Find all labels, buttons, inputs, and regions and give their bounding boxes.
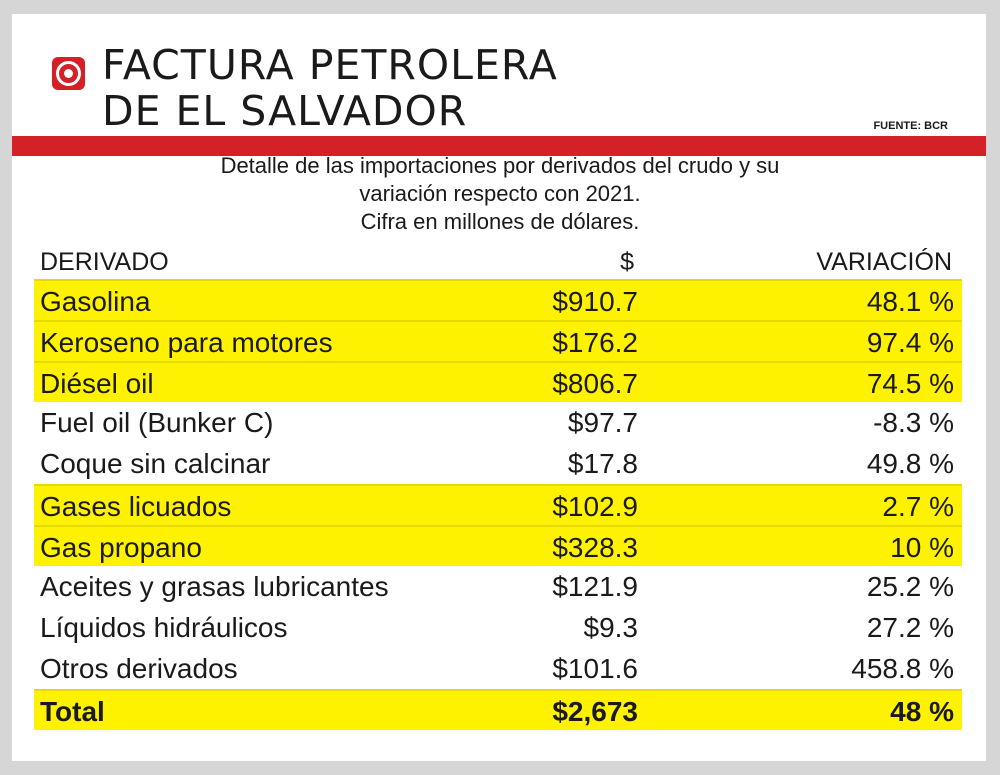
cell-derivado: Gas propano [40,532,202,563]
cell-derivado: Diésel oil [40,368,154,399]
page-title: FACTURA PETROLERA DE EL SALVADOR [102,42,558,134]
table-row: Keroseno para motores $176.2 97.4 % [34,320,962,361]
cell-valor: $9.3 [583,612,639,643]
cell-valor: $806.7 [552,368,638,399]
cell-derivado: Keroseno para motores [40,327,333,358]
cell-variacion: 74.5 % [866,368,954,399]
cell-variacion: 25.2 % [866,571,954,602]
cell-valor: $328.3 [552,532,638,563]
table-row: Fuel oil (Bunker C) $97.7 -8.3 % [34,402,962,443]
subtitle-line-3: Cifra en millones de dólares. [360,209,640,234]
column-header-derivado: DERIVADO [40,248,169,276]
table-row: Otros derivados $101.6 458.8 % [34,648,962,689]
cell-derivado: Gases licuados [40,491,232,522]
cell-variacion: 10 % [890,532,954,563]
table-row: Aceites y grasas lubricantes $121.9 25.2 % [34,566,962,607]
source-label: FUENTE: BCR [873,120,948,132]
subtitle: Detalle de las importaciones por derivad… [0,152,1000,236]
title-line-1: FACTURA PETROLERA [102,41,558,89]
table-body: Gasolina $910.7 48.1 % Keroseno para motore… [34,279,962,730]
cell-valor: $102.9 [552,491,638,522]
cell-derivado: Total [40,696,105,727]
table-row: Gases licuados $102.9 2.7 % [34,484,962,525]
column-header-variacion: VARIACIÓN [816,248,952,276]
cell-variacion: 27.2 % [866,612,954,643]
cell-valor: $121.9 [552,571,638,602]
cell-variacion: 48.1 % [866,286,954,317]
cell-valor: $910.7 [552,286,638,317]
column-header-valor: $ [620,248,634,276]
table-row: Coque sin calcinar $17.8 49.8 % [34,443,962,484]
subtitle-line-2: variación respecto con 2021. [359,181,641,206]
cell-derivado: Fuel oil (Bunker C) [40,407,274,438]
cell-valor: $17.8 [567,448,638,479]
cell-valor: $97.7 [567,407,638,438]
accent-bar [12,136,986,156]
cell-variacion: 49.8 % [866,448,954,479]
cell-variacion: 2.7 % [882,491,954,522]
table-row: Diésel oil $806.7 74.5 % [34,361,962,402]
table-row: Gasolina $910.7 48.1 % [34,279,962,320]
cell-variacion: 97.4 % [866,327,954,358]
cell-valor: $101.6 [552,653,638,684]
cell-derivado: Líquidos hidráulicos [40,612,288,643]
cell-derivado: Otros derivados [40,653,238,684]
table-row: Gas propano $328.3 10 % [34,525,962,566]
cell-derivado: Gasolina [40,286,151,317]
table-row: Líquidos hidráulicos $9.3 27.2 % [34,607,962,648]
cell-variacion: 458.8 % [851,653,954,684]
table-header: DERIVADO $ VARIACIÓN [40,248,952,280]
subtitle-line-1: Detalle de las importaciones por derivad… [220,153,780,178]
cell-derivado: Coque sin calcinar [40,448,271,479]
table-total-row: Total $2,673 48 % [34,689,962,730]
cell-variacion: 48 % [890,696,954,727]
cell-valor: $176.2 [552,327,638,358]
target-icon [52,57,85,90]
cell-derivado: Aceites y grasas lubricantes [40,571,389,602]
cell-valor: $2,673 [552,696,638,727]
cell-variacion: -8.3 % [873,407,954,438]
title-line-2: DE EL SALVADOR [102,87,468,135]
